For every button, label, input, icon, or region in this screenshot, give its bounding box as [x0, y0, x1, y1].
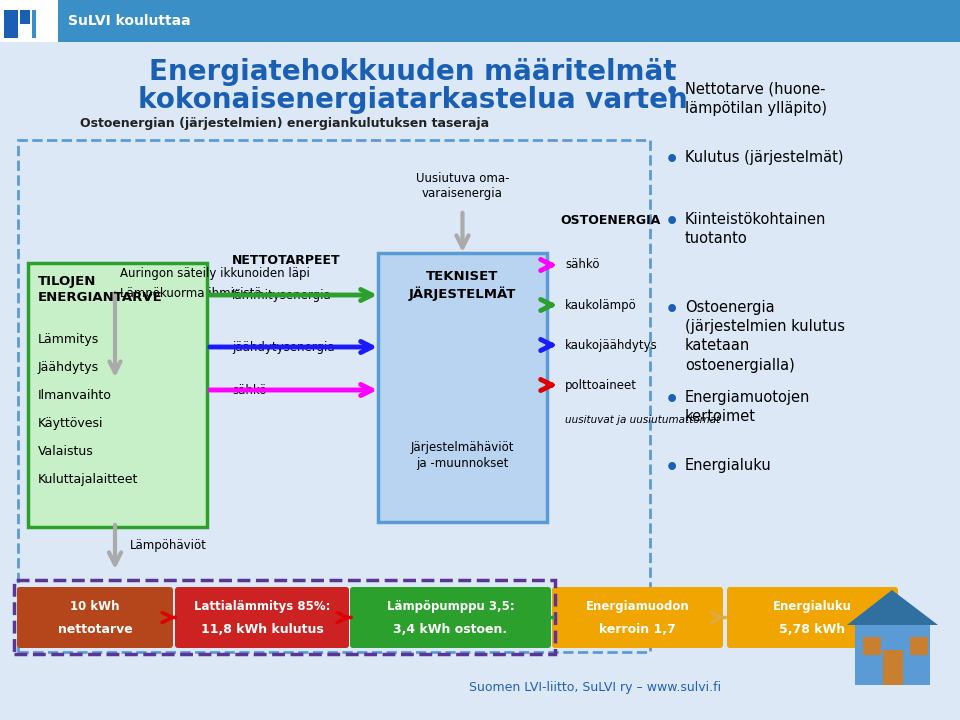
Text: Energialuku: Energialuku: [773, 600, 852, 613]
Text: Jäähdytys: Jäähdytys: [38, 361, 99, 374]
Text: •: •: [665, 458, 680, 478]
Text: •: •: [665, 150, 680, 170]
Text: Valaistus: Valaistus: [38, 445, 94, 458]
Polygon shape: [847, 590, 938, 625]
FancyBboxPatch shape: [17, 587, 173, 648]
Bar: [883, 650, 903, 685]
Text: •: •: [665, 300, 680, 320]
Text: TEKNISET
JÄRJESTELMÄT: TEKNISET JÄRJESTELMÄT: [409, 270, 516, 301]
Text: Kuluttajalaitteet: Kuluttajalaitteet: [38, 473, 138, 486]
Text: jäähdytysenergia: jäähdytysenergia: [232, 341, 335, 354]
Bar: [863, 637, 881, 655]
Bar: [0, 0, 58, 42]
Text: •: •: [665, 82, 680, 102]
Text: lämmitysenergia: lämmitysenergia: [232, 289, 332, 302]
Text: Energiatehokkuuden määritelmät: Energiatehokkuuden määritelmät: [149, 58, 677, 86]
FancyBboxPatch shape: [552, 587, 723, 648]
Text: Lämmitys: Lämmitys: [38, 333, 99, 346]
Text: Lämpökuorma ihmisistä: Lämpökuorma ihmisistä: [120, 287, 262, 300]
FancyBboxPatch shape: [378, 253, 547, 522]
Text: Käyttövesi: Käyttövesi: [38, 417, 104, 430]
Text: Suomen LVI-liitto, SuLVI ry – www.sulvi.fi: Suomen LVI-liitto, SuLVI ry – www.sulvi.…: [469, 682, 721, 695]
FancyBboxPatch shape: [175, 587, 349, 648]
Text: kokonaisenergiatarkastelua varten: kokonaisenergiatarkastelua varten: [138, 86, 687, 114]
Text: Energiamuodon: Energiamuodon: [586, 600, 689, 613]
Text: polttoaineet: polttoaineet: [565, 379, 637, 392]
Text: Lämpöpumppu 3,5:: Lämpöpumppu 3,5:: [387, 600, 515, 613]
Text: •: •: [665, 390, 680, 410]
Bar: [855, 625, 930, 685]
Text: NETTOTARPEET: NETTOTARPEET: [232, 253, 341, 266]
Bar: [32, 10, 36, 38]
Text: sähkö: sähkö: [232, 384, 267, 397]
Text: uusituvat ja uusiutumattomat: uusituvat ja uusiutumattomat: [565, 415, 720, 425]
FancyBboxPatch shape: [727, 587, 898, 648]
Text: Auringon säteily ikkunoiden läpi: Auringon säteily ikkunoiden läpi: [120, 267, 310, 280]
Bar: [4, 10, 18, 38]
Text: OSTOENERGIA: OSTOENERGIA: [560, 214, 660, 227]
Text: kaukolämpö: kaukolämpö: [565, 299, 636, 312]
Text: kerroin 1,7: kerroin 1,7: [599, 623, 676, 636]
Text: 11,8 kWh kulutus: 11,8 kWh kulutus: [201, 623, 324, 636]
Text: Nettotarve (huone-
lämpötilan ylläpito): Nettotarve (huone- lämpötilan ylläpito): [685, 82, 827, 116]
Text: Ostoenergian (järjestelmien) energiankulutuksen taseraja: Ostoenergian (järjestelmien) energiankul…: [80, 117, 490, 130]
FancyBboxPatch shape: [350, 587, 551, 648]
Text: Ilmanvaihto: Ilmanvaihto: [38, 389, 112, 402]
Text: kaukojäähdytys: kaukojäähdytys: [565, 338, 658, 351]
Text: 10 kWh: 10 kWh: [70, 600, 120, 613]
Text: Energiamuotojen
kertoimet: Energiamuotojen kertoimet: [685, 390, 810, 424]
Text: nettotarve: nettotarve: [58, 623, 132, 636]
Text: TILOJEN
ENERGIANTARVE: TILOJEN ENERGIANTARVE: [38, 275, 163, 304]
Text: Lämpöhäviöt: Lämpöhäviöt: [130, 539, 206, 552]
Text: Energialuku: Energialuku: [685, 458, 772, 473]
Text: Ostoenergia
(järjestelmien kulutus
katetaan
ostoenergialla): Ostoenergia (järjestelmien kulutus katet…: [685, 300, 845, 373]
Text: •: •: [665, 212, 680, 232]
Bar: [20, 10, 30, 24]
Text: Uusiutuva oma-
varaisenergia: Uusiutuva oma- varaisenergia: [416, 172, 509, 200]
Text: Kiinteistökohtainen
tuotanto: Kiinteistökohtainen tuotanto: [685, 212, 827, 246]
Text: 3,4 kWh ostoen.: 3,4 kWh ostoen.: [394, 623, 508, 636]
FancyBboxPatch shape: [28, 263, 207, 527]
Text: 5,78 kWh: 5,78 kWh: [780, 623, 846, 636]
Text: Lattialämmitys 85%:: Lattialämmitys 85%:: [194, 600, 330, 613]
Text: sähkö: sähkö: [565, 258, 599, 271]
Text: SuLVI kouluttaa: SuLVI kouluttaa: [68, 14, 191, 28]
Text: Järjestelmähäviöt
ja -muunnokset: Järjestelmähäviöt ja -muunnokset: [411, 441, 515, 469]
Text: Kulutus (järjestelmät): Kulutus (järjestelmät): [685, 150, 844, 165]
Bar: [910, 637, 928, 655]
Bar: [0, 0, 960, 42]
